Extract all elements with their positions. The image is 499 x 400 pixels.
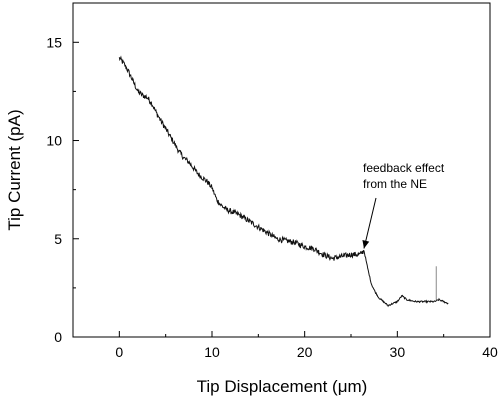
x-tick-label: 20: [297, 344, 313, 360]
y-tick-label: 0: [54, 329, 62, 345]
annotation-arrow-head: [362, 239, 370, 249]
x-axis-ticks: 0 10 20 30 40: [72, 331, 498, 360]
x-tick-label: 40: [482, 344, 498, 360]
x-tick-label: 30: [390, 344, 406, 360]
y-axis-ticks: 0 5 10 15: [46, 34, 79, 345]
plot-border: [72, 2, 491, 338]
x-tick-label: 10: [204, 344, 220, 360]
series-line: [118, 55, 449, 308]
x-axis-label: Tip Displacement (μm): [197, 377, 368, 396]
y-axis-label: Tip Current (pA): [5, 109, 24, 230]
x-tick-label: 0: [115, 344, 123, 360]
plot-frame: [72, 2, 491, 338]
annotation-layer: feedback effect from the NE: [362, 161, 445, 249]
annotation-line-1: feedback effect: [363, 161, 445, 175]
y-tick-label: 15: [46, 34, 62, 50]
series-layer: [118, 55, 449, 308]
annotation-arrow-shaft: [363, 197, 377, 249]
annotation-line-2: from the NE: [363, 177, 427, 191]
y-tick-label: 10: [46, 133, 62, 149]
y-tick-label: 5: [54, 231, 62, 247]
